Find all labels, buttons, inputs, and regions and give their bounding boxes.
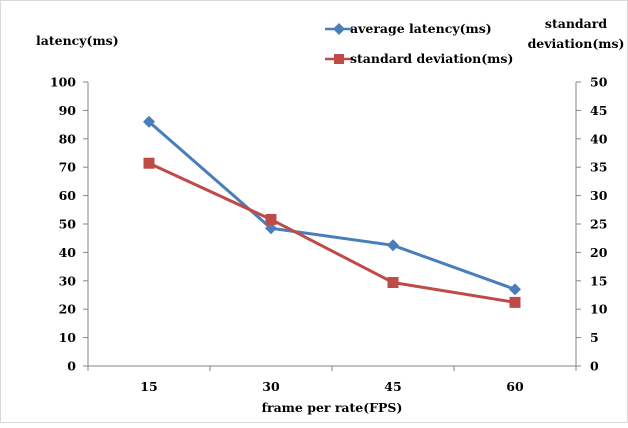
- right-y-tick-label: 35: [590, 160, 607, 175]
- legend-marker-standard-deviation: [334, 54, 344, 64]
- left-y-tick-label: 90: [59, 103, 77, 118]
- right-y-tick-label: 30: [590, 188, 608, 203]
- data-point-average-latency-ms: [387, 239, 399, 252]
- left-y-tick-label: 30: [59, 273, 77, 288]
- x-tick-label: 60: [506, 379, 524, 394]
- series-standard-deviation-ms: [143, 157, 521, 308]
- left-y-tick-label: 80: [59, 131, 77, 146]
- left-y-tick-label: 100: [50, 75, 76, 90]
- right-y-tick-label: 15: [590, 273, 607, 288]
- axes: 0 10 20 30 40 50 60 70 80 90 100 0 5 10 15 20 25 30 35 40 45…: [50, 75, 608, 395]
- left-y-tick-label: 0: [67, 359, 76, 374]
- right-y-tick-label: 0: [590, 359, 599, 374]
- series-line-standard-deviation-ms: [148, 161, 516, 304]
- data-point-average-latency-ms: [143, 115, 155, 128]
- x-tick-label: 15: [140, 379, 157, 394]
- left-y-tick-label: 70: [59, 160, 77, 175]
- legend-label-average-latency: average latency(ms): [350, 21, 492, 36]
- right-axis-title-line-1: standard: [545, 16, 607, 31]
- x-axis-title: frame per rate(FPS): [262, 400, 403, 415]
- left-y-tick-label: 10: [59, 330, 77, 345]
- data-point-standard-deviation-ms: [509, 296, 521, 308]
- legend-item-average-latency: average latency(ms): [325, 21, 492, 36]
- plot-area: [143, 115, 521, 308]
- right-y-tick-label: 40: [590, 131, 608, 146]
- legend-label-standard-deviation: standard deviation(ms): [350, 51, 513, 66]
- left-y-tick-label: 20: [59, 302, 77, 317]
- data-point-standard-deviation-ms: [265, 213, 277, 225]
- left-y-tick-label: 60: [59, 188, 77, 203]
- right-axis-title-line-2: deviation(ms): [528, 36, 625, 51]
- right-y-tick-label: 45: [590, 103, 607, 118]
- data-point-average-latency-ms: [509, 283, 521, 296]
- right-y-tick-label: 5: [590, 330, 599, 345]
- x-tick-label: 30: [262, 379, 280, 394]
- series-line-average-latency-ms: [148, 120, 516, 291]
- right-y-tick-label: 50: [590, 75, 608, 90]
- left-axis-title: latency(ms): [36, 33, 119, 48]
- series-average-latency-ms: [143, 115, 521, 296]
- right-y-tick-label: 25: [590, 217, 607, 232]
- left-y-tick-label: 50: [59, 217, 77, 232]
- data-point-standard-deviation-ms: [387, 277, 399, 289]
- right-y-tick-label: 10: [590, 302, 608, 317]
- legend-marker-average-latency: [333, 23, 345, 35]
- x-tick-label: 45: [384, 379, 401, 394]
- right-y-tick-label: 20: [590, 245, 608, 260]
- data-point-average-latency-ms: [265, 222, 277, 235]
- legend-item-standard-deviation: standard deviation(ms): [325, 51, 513, 66]
- left-y-tick-label: 40: [59, 245, 77, 260]
- data-point-standard-deviation-ms: [143, 157, 155, 169]
- legend: average latency(ms) standard deviation(m…: [325, 21, 513, 66]
